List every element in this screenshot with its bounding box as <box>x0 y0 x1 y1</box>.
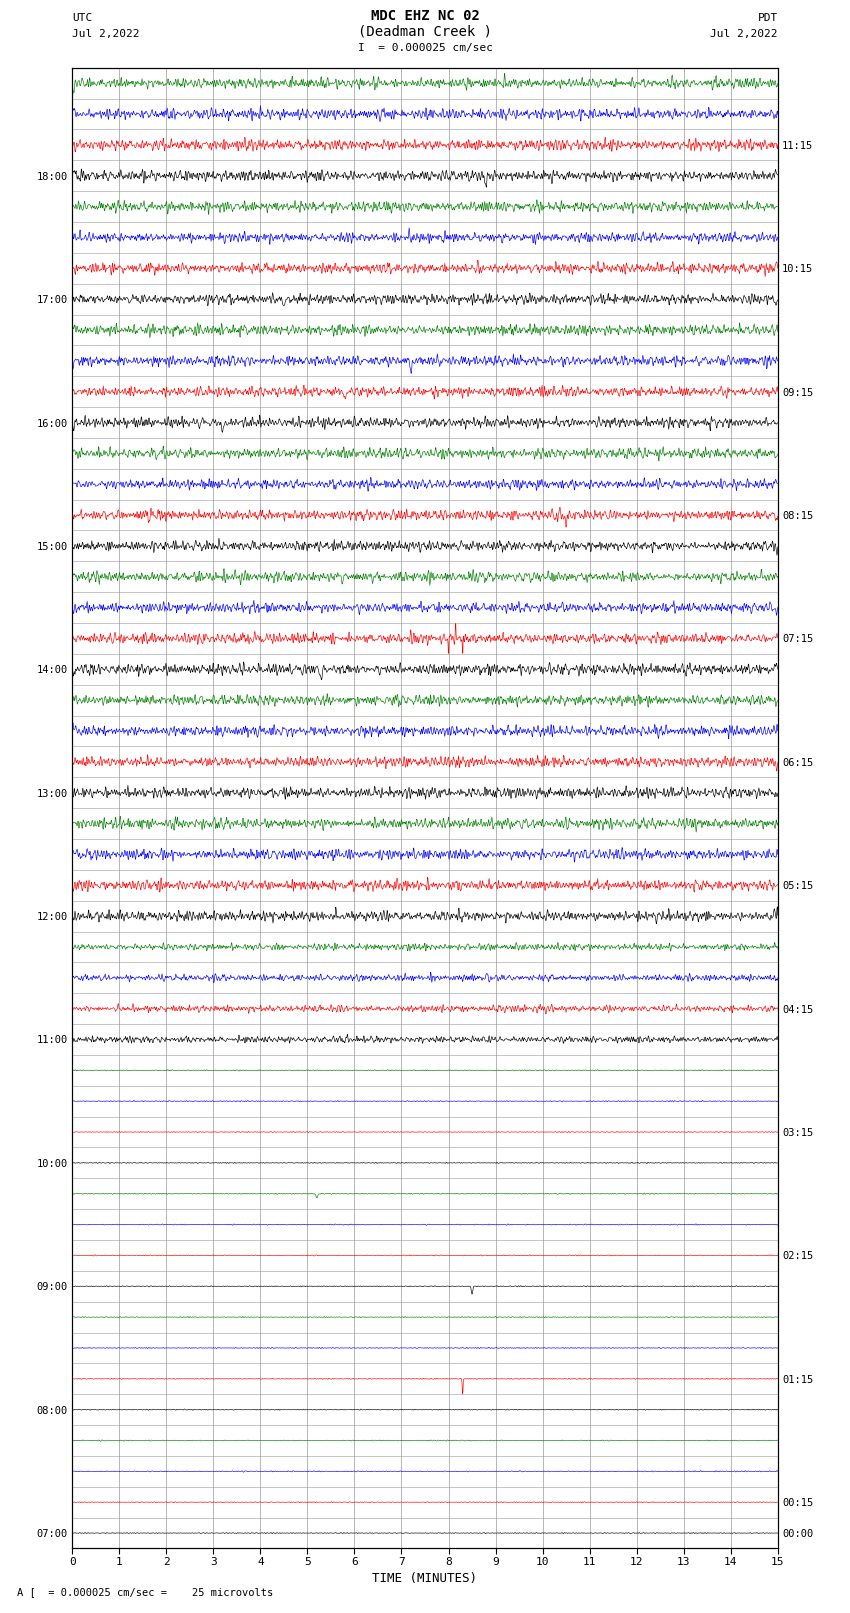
Text: Jul 2,2022: Jul 2,2022 <box>711 29 778 39</box>
Text: (Deadman Creek ): (Deadman Creek ) <box>358 24 492 39</box>
Text: Jul 2,2022: Jul 2,2022 <box>72 29 139 39</box>
Text: PDT: PDT <box>757 13 778 23</box>
Text: A [  = 0.000025 cm/sec =    25 microvolts: A [ = 0.000025 cm/sec = 25 microvolts <box>17 1587 273 1597</box>
X-axis label: TIME (MINUTES): TIME (MINUTES) <box>372 1573 478 1586</box>
Text: I  = 0.000025 cm/sec: I = 0.000025 cm/sec <box>358 44 492 53</box>
Text: MDC EHZ NC 02: MDC EHZ NC 02 <box>371 8 479 23</box>
Text: UTC: UTC <box>72 13 93 23</box>
